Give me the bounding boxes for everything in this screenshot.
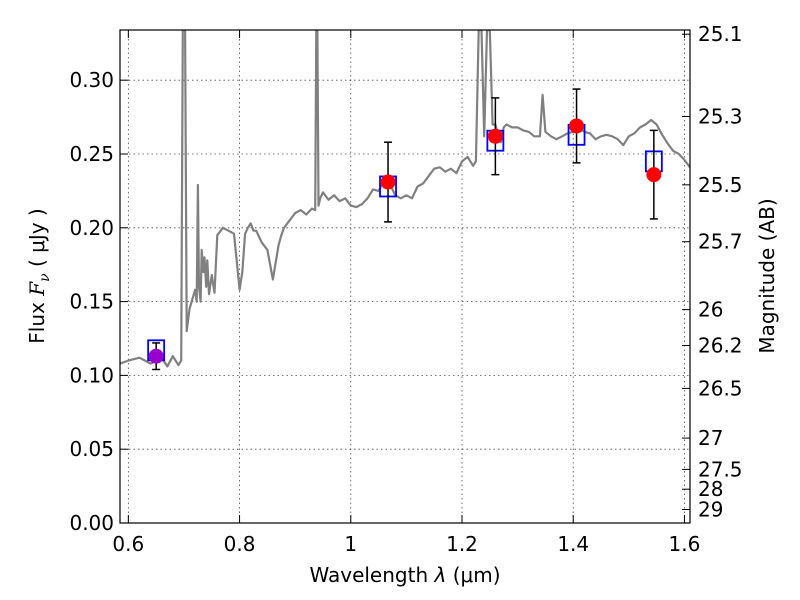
observed-point xyxy=(646,167,662,183)
magnitude-tick-label: 25.5 xyxy=(698,173,743,197)
y-axis-ticks: 0.00 0.05 0.10 0.15 0.20 0.25 0.30 xyxy=(69,68,128,535)
observed-point xyxy=(569,118,585,134)
magnitude-tick-label: 25.7 xyxy=(698,230,743,254)
magnitude-tick-label: 26.2 xyxy=(698,334,743,358)
plot-area xyxy=(120,30,690,371)
x-tick-label: 1 xyxy=(344,532,357,556)
observed-point xyxy=(380,174,396,190)
x-tick-label: 1.2 xyxy=(446,532,478,556)
magnitude-tick-label: 25.3 xyxy=(698,104,743,128)
observed-point xyxy=(148,348,164,364)
x-tick-label: 1.4 xyxy=(557,532,589,556)
observed-point xyxy=(487,128,503,144)
x-axis-ticks: 0.6 0.8 1 1.2 1.4 1.6 xyxy=(112,30,700,556)
y-tick-label: 0.00 xyxy=(69,511,114,535)
y-tick-label: 0.10 xyxy=(69,363,114,387)
plot-frame xyxy=(119,29,691,524)
magnitude-tick-label: 29 xyxy=(698,498,723,522)
y-axis-label: Flux Fν ( μJy ) xyxy=(25,208,53,343)
x-tick-label: 1.6 xyxy=(669,532,701,556)
magnitude-tick-label: 28 xyxy=(698,477,723,501)
magnitude-tick-label: 25.1 xyxy=(698,22,743,46)
magnitude-tick-label: 26.5 xyxy=(698,376,743,400)
y-tick-label: 0.15 xyxy=(69,290,114,314)
y-tick-label: 0.20 xyxy=(69,216,114,240)
x-tick-label: 0.6 xyxy=(112,532,144,556)
y-tick-label: 0.05 xyxy=(69,437,114,461)
model-photometry-boxes xyxy=(147,123,663,362)
y-tick-label: 0.30 xyxy=(69,68,114,92)
model-spectrum-line xyxy=(120,30,690,368)
right-axis-label: Magnitude (AB) xyxy=(755,198,779,353)
y-tick-label: 0.25 xyxy=(69,142,114,166)
magnitude-tick-label: 27.5 xyxy=(698,457,743,481)
magnitude-tick-label: 26 xyxy=(698,298,723,322)
x-tick-label: 0.8 xyxy=(224,532,256,556)
x-axis-label: Wavelength λ (μm) xyxy=(309,563,500,587)
observed-points xyxy=(148,118,662,364)
magnitude-tick-label: 27 xyxy=(698,426,723,450)
